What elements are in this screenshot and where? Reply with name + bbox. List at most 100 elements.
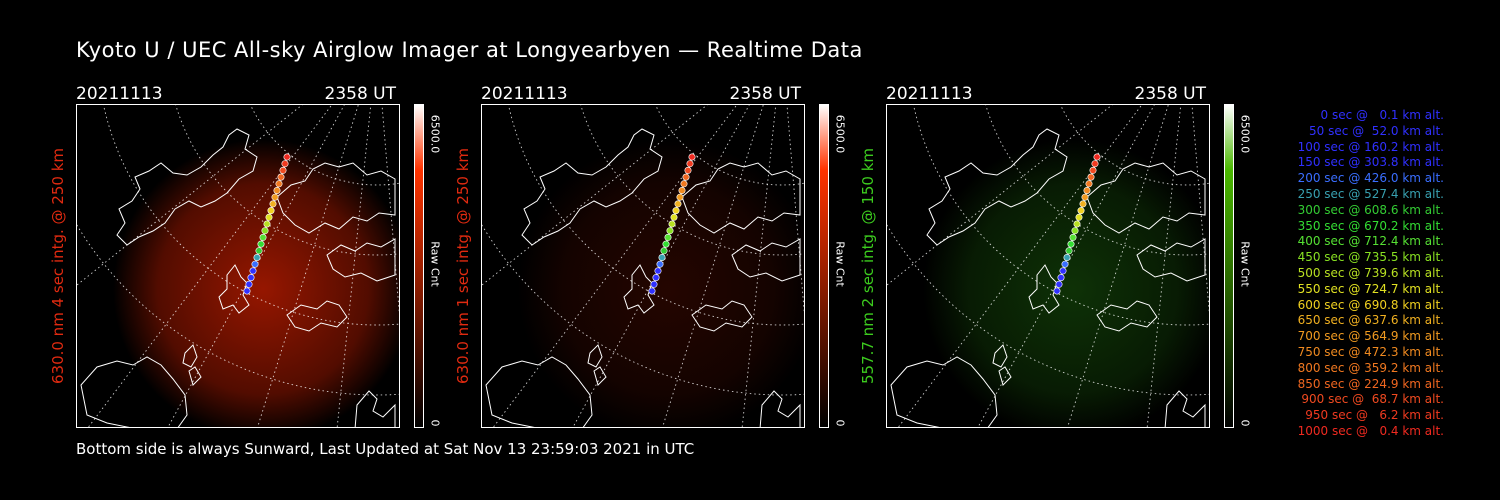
trajectory-point bbox=[281, 160, 289, 168]
trajectory-point bbox=[243, 287, 251, 295]
trajectory-point bbox=[648, 287, 656, 295]
footer-note: Bottom side is always Sunward, Last Upda… bbox=[76, 440, 695, 458]
trajectory-point bbox=[257, 240, 265, 248]
legend-row: 650 sec @ 637.6 km alt. bbox=[1297, 313, 1444, 328]
panel-ylabel-wrap: 630.0 nm 4 sec intg. @ 250 km bbox=[48, 104, 68, 428]
allsky-map bbox=[887, 105, 1209, 427]
trajectory-point bbox=[261, 227, 269, 235]
colorbar bbox=[414, 104, 424, 428]
trajectory-point bbox=[1079, 200, 1087, 208]
trajectory-point bbox=[678, 187, 686, 195]
trajectory-point bbox=[273, 187, 281, 195]
trajectory-point bbox=[1063, 254, 1071, 262]
trajectory-point bbox=[1073, 220, 1081, 228]
coastline bbox=[1164, 390, 1206, 427]
colorbar-unit-wrap: Raw Cnt bbox=[1238, 234, 1252, 294]
colorbar-max-wrap: 6500.0 bbox=[428, 104, 442, 164]
panel-ylabel: 630.0 nm 4 sec intg. @ 250 km bbox=[49, 147, 67, 385]
trajectory-point bbox=[249, 267, 257, 275]
coastline bbox=[218, 264, 250, 314]
colorbar-unit-wrap: Raw Cnt bbox=[833, 234, 847, 294]
panel-time: 2358 UT bbox=[1134, 84, 1207, 104]
trajectory-point bbox=[668, 220, 676, 228]
latitude-circle bbox=[887, 224, 1209, 396]
coastline bbox=[1028, 264, 1060, 314]
legend-row: 950 sec @ 6.2 km alt. bbox=[1305, 408, 1444, 423]
colorbar-min-wrap: 0 bbox=[428, 418, 442, 428]
trajectory-point bbox=[1089, 166, 1097, 174]
airglow-panel-3: 20211113 2358 UT 557.7 nm 2 sec intg. @ … bbox=[859, 84, 1266, 434]
colorbar-max-wrap: 6500.0 bbox=[1238, 104, 1252, 164]
panel-date: 20211113 bbox=[481, 84, 568, 104]
trajectory-point bbox=[662, 240, 670, 248]
trajectory-point bbox=[1085, 180, 1093, 188]
panel-ylabel: 630.0 nm 1 sec intg. @ 250 km bbox=[454, 147, 472, 385]
colorbar-min-wrap: 0 bbox=[1238, 418, 1252, 428]
panel-time: 2358 UT bbox=[729, 84, 802, 104]
trajectory-point bbox=[1083, 187, 1091, 195]
trajectory-point bbox=[650, 280, 658, 288]
trajectory-point bbox=[279, 166, 287, 174]
trajectory-point bbox=[1061, 260, 1069, 268]
trajectory-point bbox=[672, 207, 680, 215]
trajectory-point bbox=[1093, 153, 1101, 161]
trajectory-point bbox=[1069, 233, 1077, 241]
trajectory-legend: 0 sec @ 0.1 km alt. 50 sec @ 52.0 km alt.… bbox=[1262, 108, 1444, 440]
coastline bbox=[354, 390, 396, 427]
trajectory-point bbox=[682, 173, 690, 181]
panel-ylabel-wrap: 630.0 nm 1 sec intg. @ 250 km bbox=[453, 104, 473, 428]
trajectory-point bbox=[1081, 193, 1089, 201]
legend-row: 550 sec @ 724.7 km alt. bbox=[1297, 281, 1444, 296]
trajectory-point bbox=[271, 193, 279, 201]
airglow-panel-1: 20211113 2358 UT 630.0 nm 4 sec intg. @ … bbox=[49, 84, 456, 434]
trajectory-point bbox=[253, 254, 261, 262]
trajectory-point bbox=[1059, 267, 1067, 275]
trajectory-point bbox=[1075, 213, 1083, 221]
coastline bbox=[623, 264, 655, 314]
colorbar bbox=[819, 104, 829, 428]
trajectory-point bbox=[666, 227, 674, 235]
trajectory-point bbox=[1057, 274, 1065, 282]
trajectory-point bbox=[269, 200, 277, 208]
trajectory-point bbox=[267, 207, 275, 215]
trajectory-point bbox=[1065, 247, 1073, 255]
trajectory-point bbox=[277, 173, 285, 181]
longitude-line bbox=[1146, 105, 1182, 427]
trajectory-point bbox=[660, 247, 668, 255]
trajectory-point bbox=[656, 260, 664, 268]
trajectory-point bbox=[686, 160, 694, 168]
latitude-circle bbox=[175, 105, 399, 256]
trajectory-point bbox=[654, 267, 662, 275]
page-title: Kyoto U / UEC All-sky Airglow Imager at … bbox=[76, 38, 863, 62]
coastline bbox=[80, 356, 188, 427]
trajectory-point bbox=[664, 233, 672, 241]
allsky-image bbox=[481, 104, 805, 428]
longitude-line bbox=[87, 105, 333, 427]
legend-row: 400 sec @ 712.4 km alt. bbox=[1297, 234, 1444, 249]
sky-glow bbox=[518, 139, 804, 427]
legend-row: 600 sec @ 690.8 km alt. bbox=[1297, 297, 1444, 312]
colorbar-max: 6500.0 bbox=[833, 114, 847, 154]
panel-ylabel-wrap: 557.7 nm 2 sec intg. @ 150 km bbox=[858, 104, 878, 428]
sky-glow bbox=[113, 139, 399, 427]
colorbar-unit: Raw Cnt bbox=[833, 241, 847, 287]
colorbar-max: 6500.0 bbox=[428, 114, 442, 154]
longitude-line bbox=[741, 105, 777, 427]
legend-row: 50 sec @ 52.0 km alt. bbox=[1309, 123, 1444, 138]
longitude-line bbox=[977, 105, 1155, 427]
panel-date: 20211113 bbox=[76, 84, 163, 104]
legend-row: 450 sec @ 735.5 km alt. bbox=[1297, 250, 1444, 265]
trajectory-point bbox=[658, 254, 666, 262]
trajectory-point bbox=[688, 153, 696, 161]
legend-row: 500 sec @ 739.6 km alt. bbox=[1297, 265, 1444, 280]
coastline bbox=[731, 238, 801, 282]
coastline bbox=[1136, 238, 1206, 282]
coastline bbox=[286, 300, 348, 332]
coastline bbox=[1086, 162, 1206, 234]
panel-date: 20211113 bbox=[886, 84, 973, 104]
colorbar-min: 0 bbox=[428, 419, 442, 427]
trajectory-point bbox=[263, 220, 271, 228]
allsky-map bbox=[482, 105, 804, 427]
legend-row: 800 sec @ 359.2 km alt. bbox=[1297, 360, 1444, 375]
colorbar-unit: Raw Cnt bbox=[428, 241, 442, 287]
